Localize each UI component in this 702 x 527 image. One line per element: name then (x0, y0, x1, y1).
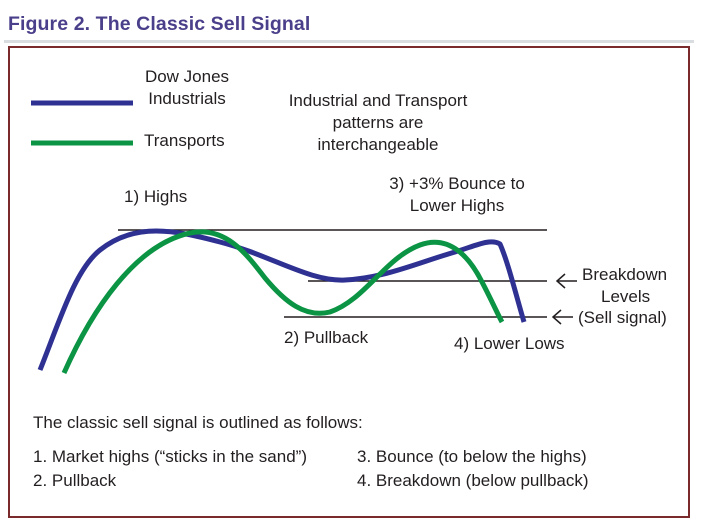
description-step-3: 3. Bounce (to below the highs) (357, 447, 587, 466)
breakdown-arrow-lower (551, 309, 573, 325)
description-intro: The classic sell signal is outlined as f… (33, 413, 363, 432)
figure-frame (8, 46, 690, 518)
note-line1: Industrial and Transport (288, 91, 468, 110)
dow-jones-curve (37, 228, 527, 371)
breakdown-line2: Levels (601, 287, 651, 306)
lower-lows-label: 4) Lower Lows (454, 334, 565, 353)
highs-label: 1) Highs (124, 187, 188, 206)
breakdown-line1: Breakdown (582, 265, 668, 284)
bounce-label-line2: Lower Highs (409, 196, 505, 215)
transports-curve (61, 229, 505, 375)
breakdown-arrow-upper (555, 273, 577, 289)
description-step-1: 1. Market highs (“sticks in the sand”) (33, 447, 307, 466)
description-step-2: 2. Pullback (33, 471, 117, 490)
bounce-label-line1: 3) +3% Bounce to (389, 174, 525, 193)
note-line3: interchangeable (317, 135, 439, 154)
interchangeable-note: Industrial and Transport patterns are in… (268, 90, 488, 156)
figure-title: Figure 2. The Classic Sell Signal (8, 13, 311, 35)
bounce-label: 3) +3% Bounce to Lower Highs (355, 173, 559, 217)
description-step-4: 4. Breakdown (below pullback) (357, 471, 589, 490)
legend-transports-label: Transports (144, 131, 225, 150)
legend-dow-label-line2: Industrials (148, 89, 226, 108)
note-line2: patterns are (332, 113, 424, 132)
pullback-label: 2) Pullback (284, 328, 369, 347)
legend-dow-label: Dow Jones Industrials (140, 66, 234, 110)
title-divider (4, 40, 694, 43)
breakdown-line3: (Sell signal) (578, 308, 667, 327)
legend-dow-label-line1: Dow Jones (144, 67, 230, 86)
